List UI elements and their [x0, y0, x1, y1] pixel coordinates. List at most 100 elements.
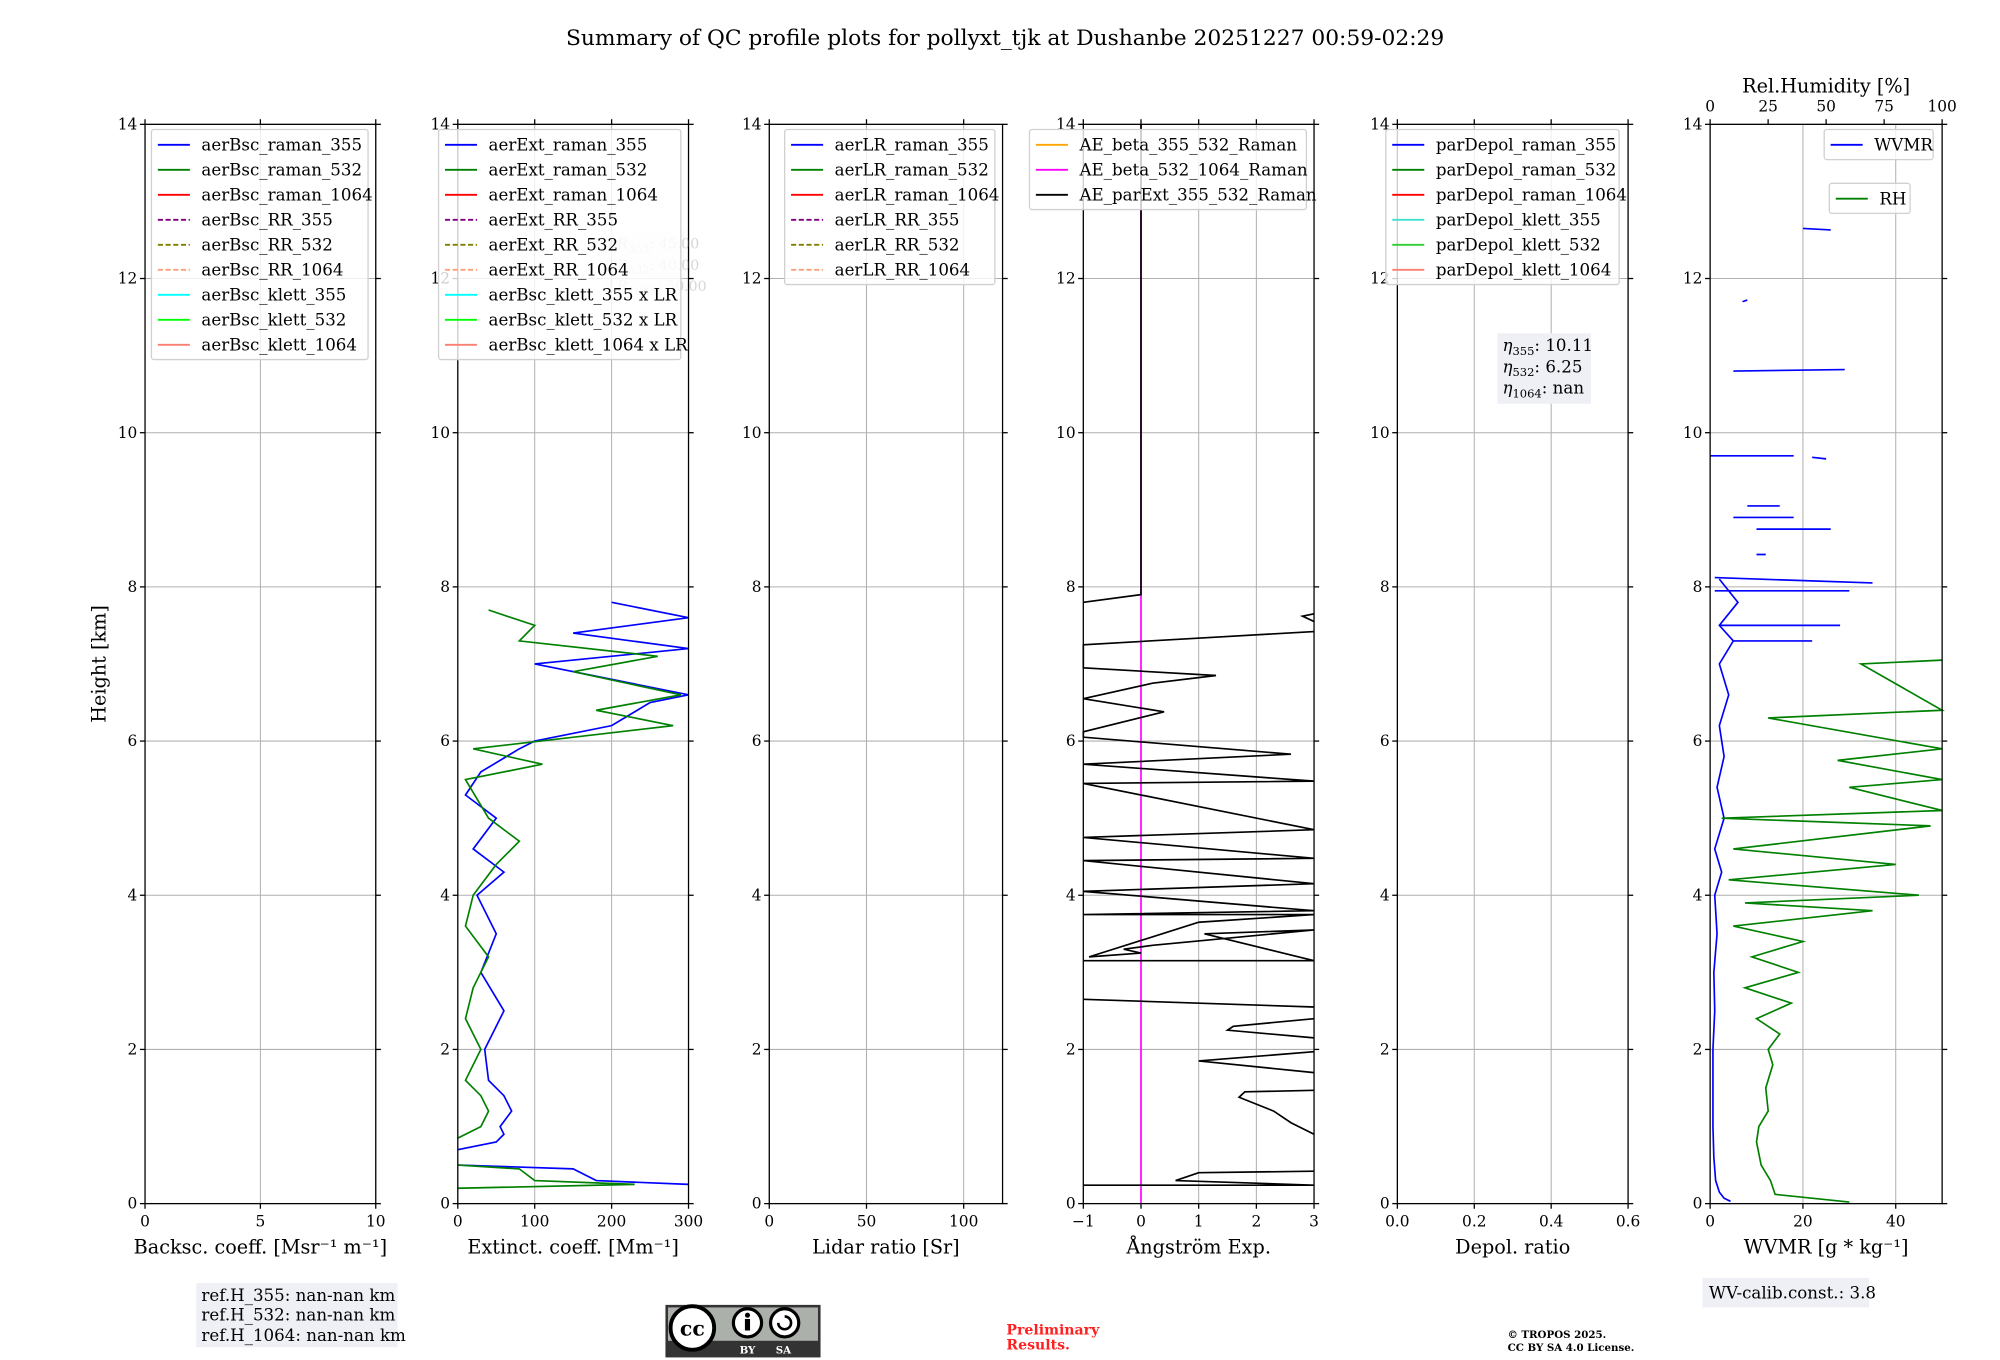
legend-entry: aerBsc_klett_1064 x LR: [489, 336, 689, 355]
legend-entry: parDepol_raman_1064: [1436, 186, 1627, 205]
legend-entry: aerExt_raman_532: [489, 161, 648, 180]
figure-title: Summary of QC profile plots for pollyxt_…: [566, 26, 1444, 51]
sa-text: SA: [776, 1345, 792, 1357]
annotation-subscript: 355: [1512, 344, 1534, 358]
y-tick-label: 6: [1066, 732, 1076, 750]
x-tick-label: 0.2: [1462, 1213, 1486, 1231]
x-tick-label: 300: [674, 1213, 703, 1231]
y-tick-label: 0: [440, 1195, 450, 1213]
y-tick-label: 2: [1066, 1041, 1076, 1059]
legend-frame: [1823, 128, 1934, 161]
y-tick-label: 2: [1380, 1041, 1390, 1059]
y-tick-label: 4: [1380, 886, 1390, 904]
axes-frame: [1709, 123, 1943, 1205]
legend: aerBsc_raman_355 aerBsc_raman_532 aerBsc_r…: [150, 128, 373, 361]
x-tick-label: 0: [140, 1213, 150, 1231]
legend-entry: aerBsc_RR_355: [201, 211, 332, 230]
x-tick-label: 100: [949, 1213, 978, 1231]
series-line-WVMR: [1710, 227, 1873, 1203]
y-tick-label: 0: [1380, 1195, 1390, 1213]
x-tick-label: 0.0: [1385, 1213, 1409, 1231]
legend-entry: parDepol_klett_532: [1436, 236, 1601, 255]
y-tick-label: 8: [1380, 578, 1390, 596]
y-tick-label: 2: [752, 1041, 762, 1059]
y-tick-label: 12: [1056, 270, 1076, 288]
y-tick-label: 0: [1066, 1195, 1076, 1213]
ref-height-355: ref.H_355: nan-nan km: [201, 1286, 395, 1305]
legend-entry: WVMR: [1874, 136, 1933, 155]
panel-2: 024681012140100200300Extinct. coeff. [Mm…: [431, 115, 707, 1258]
x2-tick-label: 50: [1816, 98, 1836, 116]
wv-calibration-constant: WV-calib.const.: 3.8: [1709, 1283, 1876, 1302]
y-axis-label: Height [km]: [87, 605, 110, 723]
y-tick-label: 2: [440, 1041, 450, 1059]
annotation-line: η1064: nan: [1502, 379, 1584, 401]
series-line-RH: [1721, 659, 1946, 1203]
legend-entry: aerLR_RR_355: [835, 211, 960, 230]
x2-tick-label: 0: [1705, 98, 1715, 116]
legend-entry: aerExt_RR_1064: [489, 261, 629, 280]
legend-entry: parDepol_klett_355: [1436, 211, 1601, 230]
legend-entry: aerBsc_klett_355 x LR: [489, 286, 678, 305]
y-tick-label: 6: [440, 732, 450, 750]
y-tick-label: 10: [1370, 424, 1390, 442]
legend: aerExt_raman_355 aerExt_raman_532 aerExt_r…: [437, 128, 689, 361]
sa-icon: [768, 1307, 801, 1339]
annotation-value: : 6.25: [1534, 357, 1582, 376]
x2-tick-label: 100: [1927, 98, 1956, 116]
legend: RH: [1828, 182, 1911, 215]
y-tick-label: 10: [1683, 424, 1703, 442]
legend: aerLR_raman_355 aerLR_raman_532 aerLR_rama…: [784, 128, 999, 286]
axes-frame: [768, 123, 1004, 1205]
y-tick-label: 6: [1380, 732, 1390, 750]
y-tick-label: 12: [1370, 270, 1390, 288]
y-tick-label: 4: [1066, 886, 1076, 904]
legend-entry: aerLR_raman_355: [835, 136, 989, 155]
y-tick-label: 10: [118, 424, 138, 442]
y-tick-label: 12: [742, 270, 762, 288]
x-tick-label: 0: [453, 1213, 463, 1231]
y-tick-label: 8: [128, 578, 138, 596]
y-tick-label: 12: [1683, 270, 1703, 288]
legend-entry: aerBsc_klett_532: [201, 311, 346, 330]
legend-entry: parDepol_raman_532: [1436, 161, 1617, 180]
x-tick-label: 10: [366, 1213, 386, 1231]
legend-frame: [1028, 128, 1307, 211]
y-tick-label: 14: [1683, 115, 1703, 133]
cc-text: cc: [680, 1317, 705, 1341]
y-tick-label: 0: [128, 1195, 138, 1213]
preliminary-note-line1: Preliminary: [1006, 1322, 1100, 1338]
y-tick-label: 0: [752, 1195, 762, 1213]
legend-frame: [1828, 182, 1911, 215]
y-tick-label: 4: [440, 886, 450, 904]
legend-entry: aerExt_RR_532: [489, 236, 619, 255]
x2-tick-label: 25: [1758, 98, 1778, 116]
legend-entry: aerExt_RR_355: [489, 211, 619, 230]
legend: AE_beta_355_532_Raman AE_beta_532_1064_Ra…: [1028, 128, 1317, 211]
legend-entry: AE_parExt_355_532_Raman: [1078, 186, 1316, 205]
cc-by-sa-logo: cc BY SA: [665, 1304, 821, 1358]
y-tick-label: 4: [1693, 886, 1703, 904]
y-tick-label: 4: [128, 886, 138, 904]
y-tick-label: 10: [431, 424, 451, 442]
legend-entry: aerExt_raman_1064: [489, 186, 658, 205]
legend-frame: [150, 128, 369, 361]
series-line-aerExt-raman-532: [457, 609, 682, 1190]
legend-entry: aerExt_raman_355: [489, 136, 648, 155]
x-tick-label: 0: [764, 1213, 774, 1231]
legend-entry: aerBsc_RR_532: [201, 236, 332, 255]
wv-calibration-box: WV-calib.const.: 3.8: [1702, 1277, 1876, 1308]
x-tick-label: 0.4: [1539, 1213, 1564, 1231]
x-tick-label: −1: [1072, 1213, 1095, 1231]
y-tick-label: 8: [1693, 578, 1703, 596]
y-tick-label: 14: [1370, 115, 1390, 133]
legend-entry: aerBsc_raman_1064: [201, 186, 372, 205]
x-tick-label: 5: [255, 1213, 265, 1231]
legend-frame: [437, 128, 682, 361]
reference-heights-box: ref.H_355: nan-nan km ref.H_532: nan-nan…: [196, 1283, 406, 1348]
panel-3: 0 2 4 6 8 10 12 14 0 50 100 Lidar ratio [Sr] aerLR_r…: [742, 115, 1008, 1259]
legend-entry: aerBsc_klett_355: [201, 286, 346, 305]
axes-frame: [457, 123, 690, 1205]
y-tick-label: 4: [752, 886, 762, 904]
